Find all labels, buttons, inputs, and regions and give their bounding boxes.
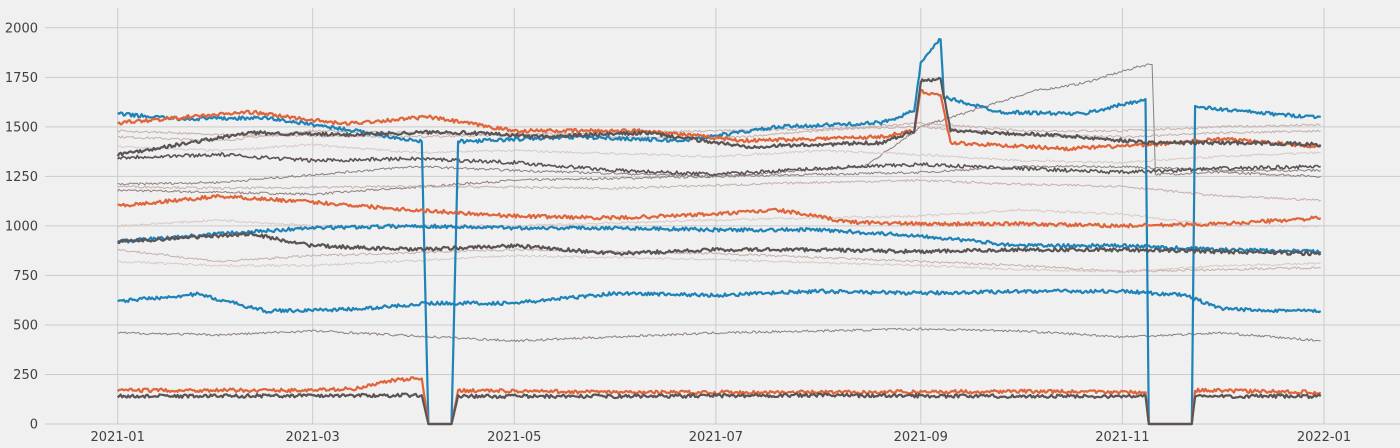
- y-tick-label: 2000: [5, 21, 38, 36]
- x-tick-label: 2022-01: [1297, 430, 1351, 445]
- y-tick-label: 500: [13, 318, 38, 333]
- series-line: [117, 194, 1322, 229]
- series-line: [117, 88, 1321, 152]
- y-axis-ticks: 0 250 500 750 1000 1250 1500 1750 2000: [5, 21, 38, 432]
- y-tick-label: 1750: [5, 71, 38, 86]
- series-line: [116, 392, 1322, 426]
- x-tick-label: 2021-01: [91, 430, 145, 445]
- y-tick-label: 0: [30, 418, 38, 433]
- x-tick-label: 2021-11: [1095, 430, 1149, 445]
- x-tick-label: 2021-03: [286, 430, 340, 445]
- series-line: [117, 152, 1321, 177]
- series-line: [117, 248, 1321, 274]
- series-line: [117, 63, 1321, 196]
- series-line: [117, 223, 1322, 255]
- x-tick-label: 2021-09: [894, 430, 948, 445]
- series-line: [116, 376, 1322, 426]
- series-line: [116, 76, 1322, 157]
- series-line: [117, 231, 1322, 257]
- y-tick-label: 1500: [5, 120, 38, 135]
- series-line: [117, 327, 1321, 343]
- series-line: [117, 164, 1321, 186]
- series-line: [117, 288, 1322, 314]
- series-line: [117, 143, 1321, 165]
- series-line: [117, 178, 1321, 202]
- y-tick-label: 1000: [5, 219, 38, 234]
- series-line: [117, 38, 1321, 426]
- x-tick-label: 2021-07: [689, 430, 743, 445]
- x-tick-label: 2021-05: [487, 430, 541, 445]
- y-tick-label: 750: [13, 269, 38, 284]
- grid: [45, 8, 1400, 425]
- series-line: [117, 254, 1321, 274]
- y-tick-label: 1250: [5, 170, 38, 185]
- x-axis-ticks: 2021-01 2021-03 2021-05 2021-07 2021-09 2021-…: [91, 430, 1352, 445]
- y-tick-label: 250: [13, 368, 38, 383]
- series-group: [116, 38, 1322, 426]
